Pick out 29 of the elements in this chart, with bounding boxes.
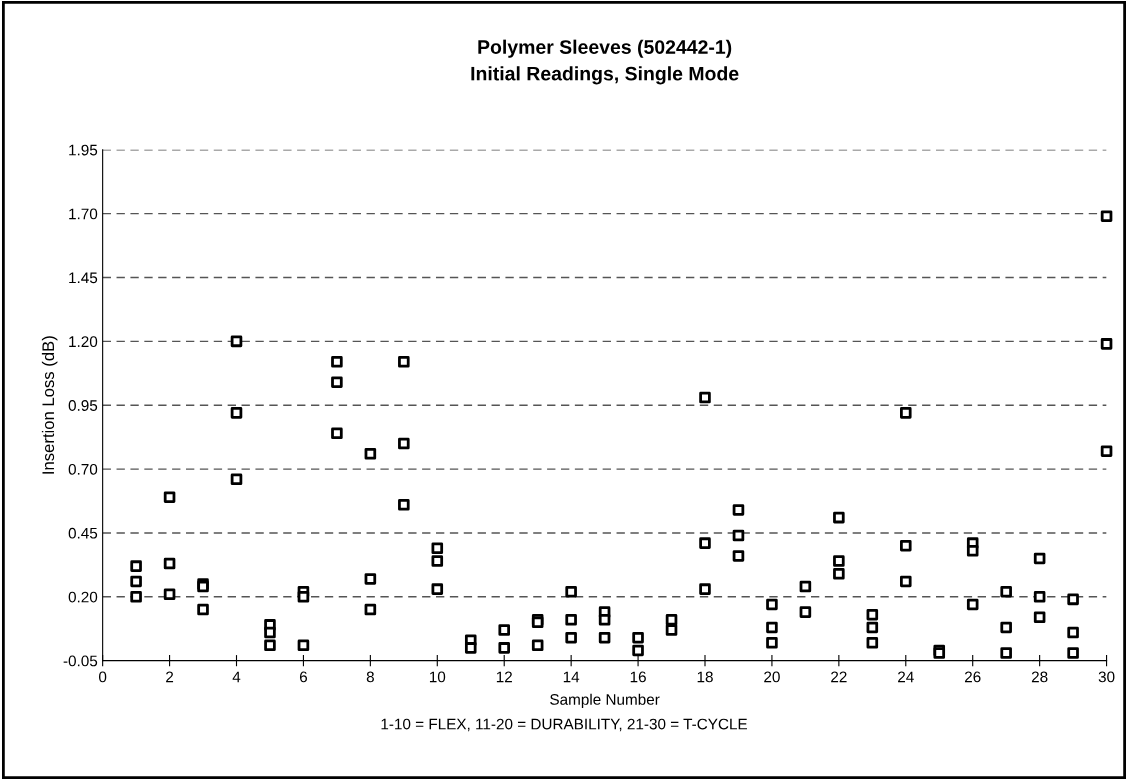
y-tick-label: 0.45	[68, 527, 98, 539]
x-tick-label: 22	[831, 671, 847, 683]
y-tick-label: -0.05	[63, 655, 98, 667]
x-axis-title: Sample Number	[550, 693, 660, 708]
y-tick-label: 0.20	[68, 591, 98, 603]
x-tick-label: 0	[99, 671, 107, 683]
x-tick-label: 20	[764, 671, 780, 683]
x-tick-label: 28	[1031, 671, 1048, 683]
x-tick-label: 14	[563, 671, 580, 683]
chart-title: Polymer Sleeves (502442-1) Initial Readings, Single Mode	[471, 39, 739, 85]
y-tick-label: 1.45	[69, 272, 98, 284]
x-tick-label: 6	[299, 671, 308, 683]
x-tick-label: 2	[166, 671, 174, 683]
x-tick-label: 18	[697, 671, 713, 683]
y-axis-title: Insertion Loss (dB)	[41, 336, 58, 474]
x-tick-label: 8	[366, 671, 374, 683]
text: 1-10 = FLEX, 11-20 = DURABILITY, 21-30 = T-CYCLE	[381, 718, 747, 732]
y-tick-label: 1.70	[69, 208, 98, 220]
x-tick-label: 26	[964, 671, 981, 683]
x-tick-label: 10	[429, 671, 446, 683]
x-tick-label: 12	[496, 671, 512, 683]
y-tick-label: 1.95	[69, 144, 98, 156]
x-tick-label: 24	[898, 671, 914, 683]
y-tick-label: 0.95	[68, 400, 98, 411]
y-tick-label: 0.70	[68, 463, 98, 475]
x-tick-label: 16	[630, 671, 646, 683]
x-tick-label: 30	[1098, 671, 1115, 683]
y-tick-label: 1.20	[69, 336, 98, 348]
x-tick-label: 4	[232, 671, 241, 683]
